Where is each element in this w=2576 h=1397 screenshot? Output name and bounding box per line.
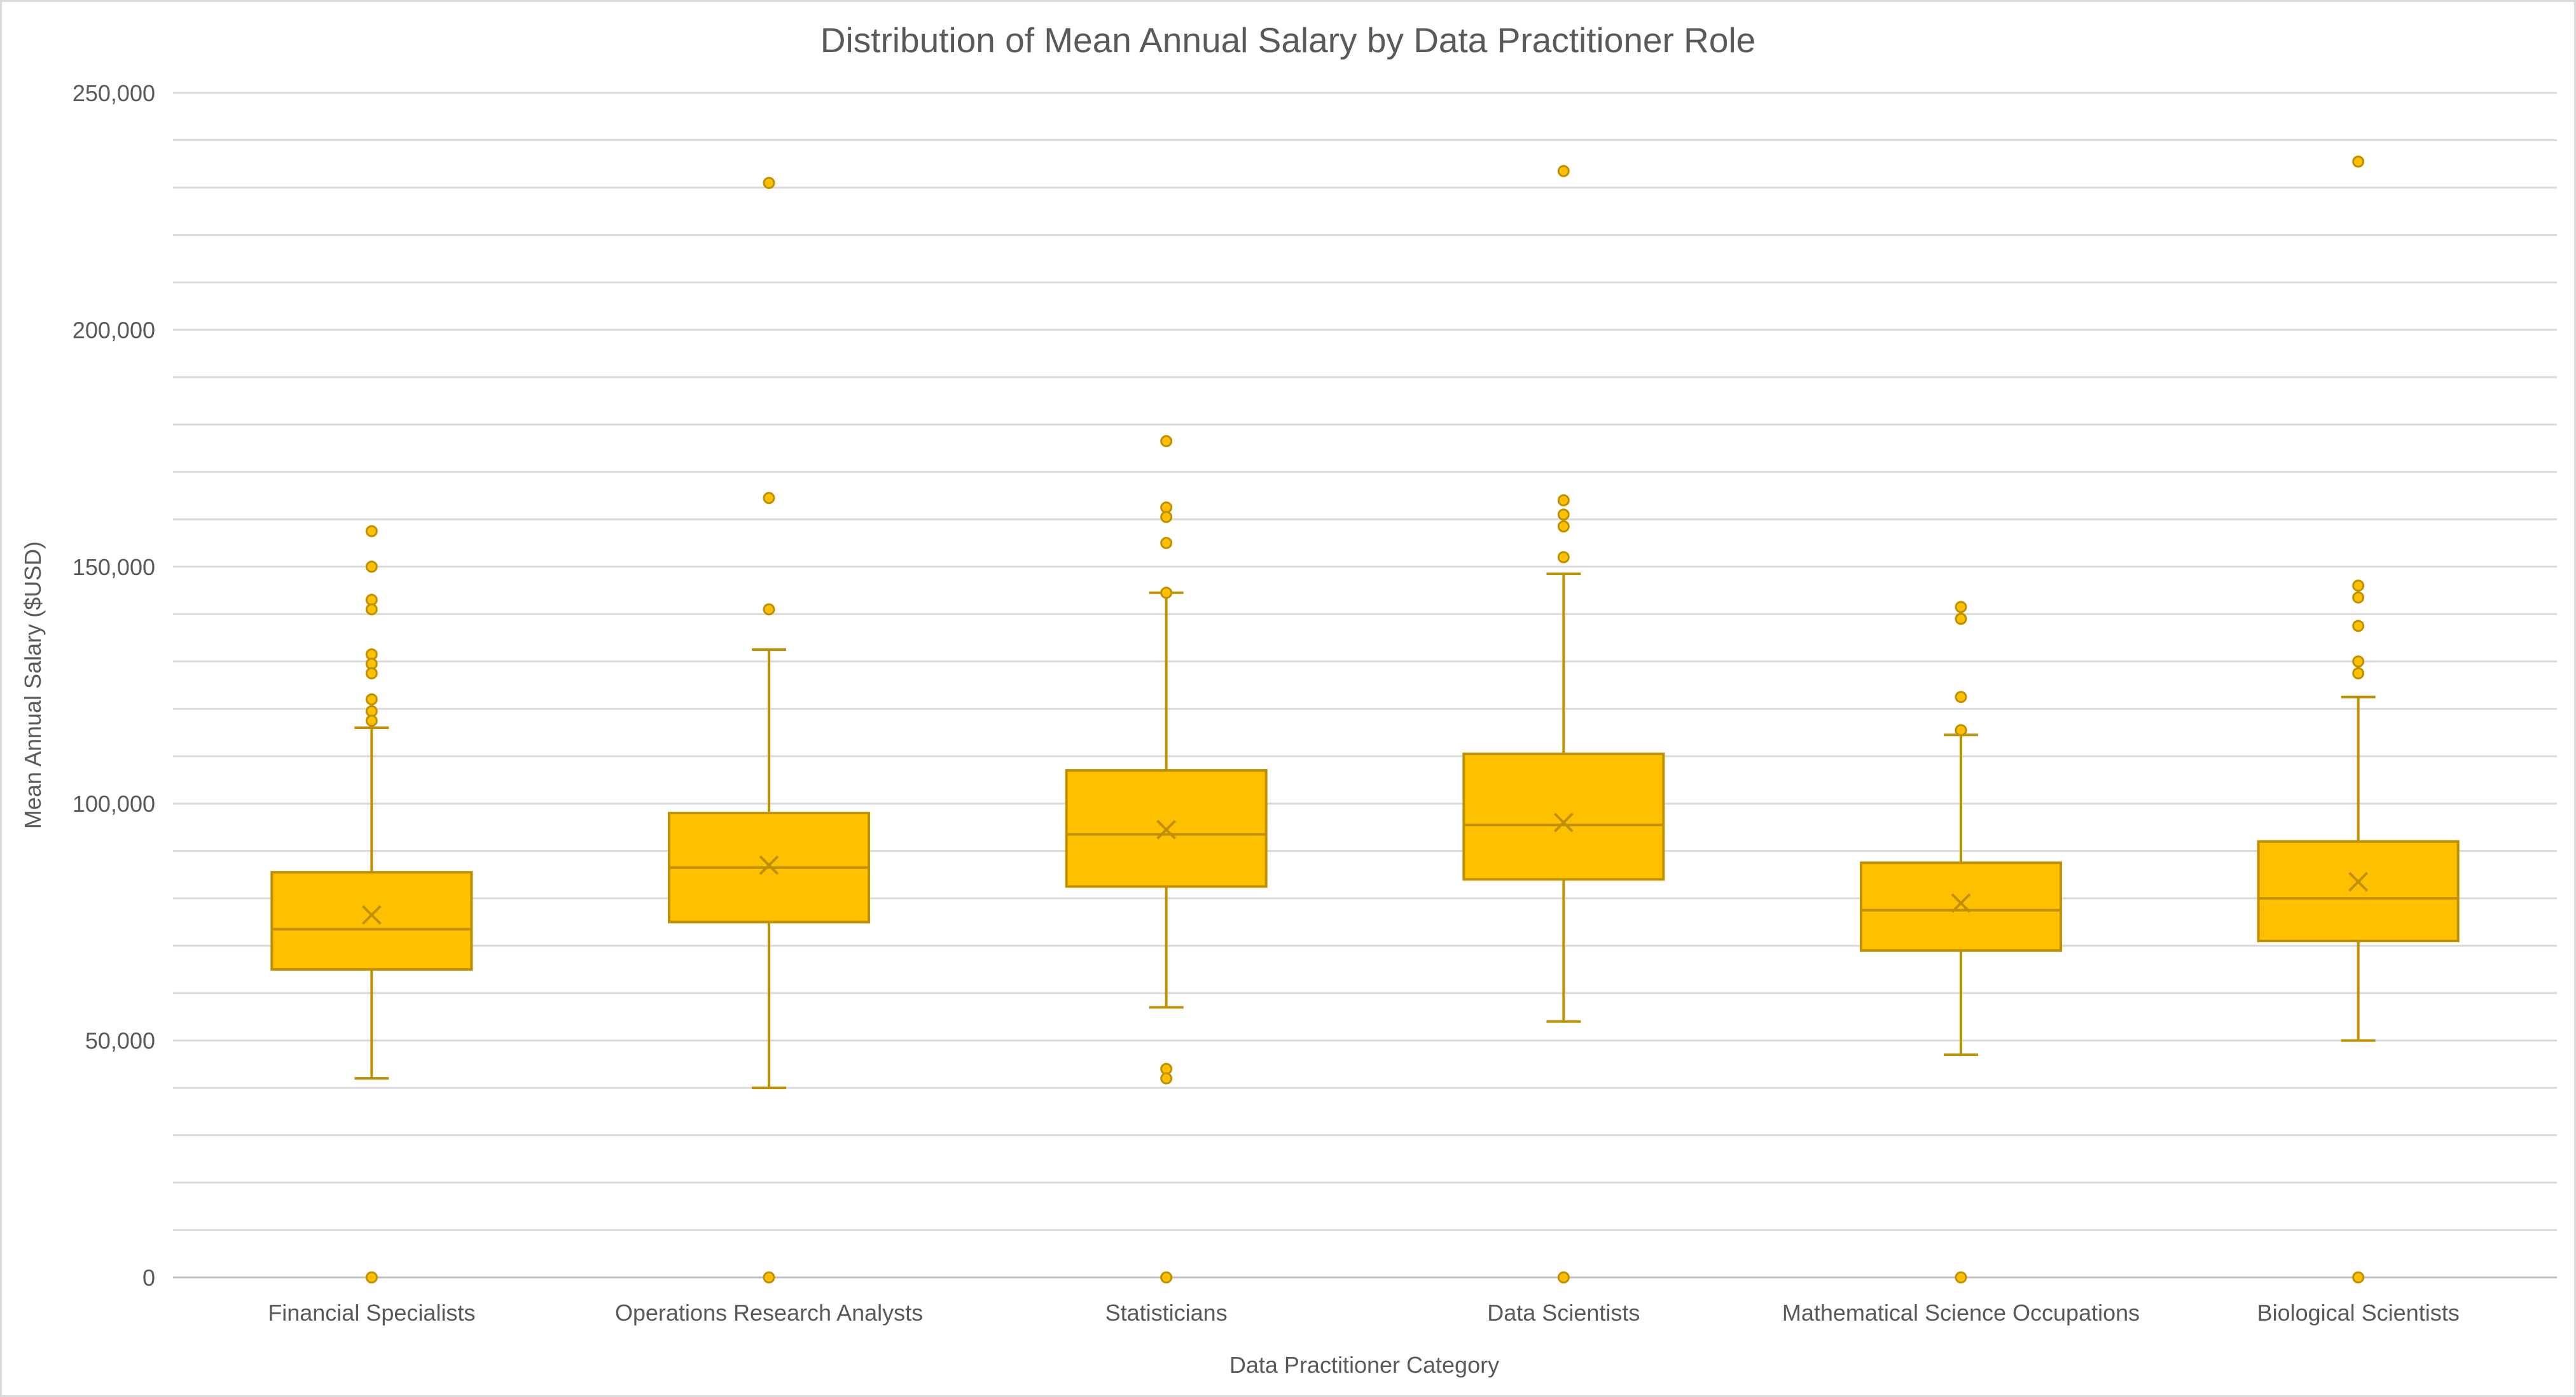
outlier-point — [2352, 580, 2365, 592]
outlier-point — [1557, 494, 1570, 507]
mean-marker — [759, 855, 779, 875]
mean-marker — [1951, 893, 1971, 914]
x-axis-ticks: Financial Specialists Operations Research… — [268, 1300, 2459, 1326]
outlier-point — [1557, 165, 1570, 177]
box-group — [668, 177, 870, 1284]
outlier-point — [1557, 520, 1570, 532]
y-tick-label: 200,000 — [73, 317, 155, 343]
y-axis-title: Mean Annual Salary ($USD) — [20, 541, 46, 829]
outlier-point — [1160, 587, 1173, 599]
outlier-point — [763, 492, 775, 504]
y-axis-ticks: 0 50,000 100,000 150,000 200,000 250,000 — [73, 80, 155, 1291]
outlier-point — [1955, 691, 1967, 704]
outlier-point — [2352, 1271, 2365, 1284]
mean-marker — [2348, 872, 2369, 892]
outlier-point — [1955, 613, 1967, 625]
box-group — [1462, 165, 1665, 1284]
box-iqr — [1860, 861, 2062, 952]
x-tick-label: Operations Research Analysts — [615, 1300, 923, 1326]
outlier-point — [1160, 537, 1173, 550]
box-group — [270, 525, 473, 1284]
outlier-point — [1955, 601, 1967, 613]
outlier-point — [1557, 1271, 1570, 1284]
y-tick-label: 150,000 — [73, 554, 155, 580]
x-tick-label: Statisticians — [1105, 1300, 1228, 1326]
x-tick-label: Mathematical Science Occupations — [1782, 1300, 2140, 1326]
outlier-point — [365, 714, 378, 727]
outlier-point — [365, 560, 378, 573]
box-iqr — [1462, 752, 1665, 881]
x-tick-label: Financial Specialists — [268, 1300, 475, 1326]
outlier-point — [1160, 1072, 1173, 1085]
outlier-point — [365, 693, 378, 705]
outlier-point — [365, 603, 378, 616]
y-tick-label: 0 — [142, 1265, 155, 1291]
outlier-point — [365, 1271, 378, 1284]
box-group — [2257, 155, 2460, 1284]
x-tick-label: Data Scientists — [1487, 1300, 1640, 1326]
outlier-point — [2352, 620, 2365, 632]
outlier-point — [2352, 155, 2365, 168]
outlier-point — [365, 525, 378, 538]
mean-marker — [1553, 812, 1574, 833]
chart-title: Distribution of Mean Annual Salary by Da… — [821, 20, 1755, 60]
x-axis-title: Data Practitioner Category — [1229, 1352, 1499, 1378]
outlier-point — [2352, 591, 2365, 604]
mean-marker — [1156, 819, 1177, 840]
outlier-point — [763, 177, 775, 190]
outlier-point — [1955, 1271, 1967, 1284]
outlier-point — [1160, 434, 1173, 447]
outlier-point — [1160, 511, 1173, 524]
outlier-point — [2352, 655, 2365, 668]
box-series — [270, 155, 2460, 1284]
box-iqr — [270, 871, 473, 971]
x-tick-label: Biological Scientists — [2257, 1300, 2460, 1326]
y-tick-label: 100,000 — [73, 791, 155, 817]
outlier-point — [1955, 724, 1967, 737]
outlier-point — [1160, 1271, 1173, 1284]
box-group — [1860, 601, 2062, 1284]
mean-marker — [361, 905, 382, 925]
y-tick-label: 50,000 — [85, 1028, 155, 1054]
outlier-point — [763, 1271, 775, 1284]
outlier-point — [1557, 551, 1570, 564]
box-group — [1065, 434, 1268, 1284]
outlier-point — [1557, 508, 1570, 521]
y-tick-label: 250,000 — [73, 80, 155, 106]
outlier-point — [763, 603, 775, 616]
outlier-point — [2352, 667, 2365, 679]
outlier-point — [365, 667, 378, 679]
box-iqr — [2257, 840, 2460, 943]
gridlines — [173, 92, 2557, 1232]
